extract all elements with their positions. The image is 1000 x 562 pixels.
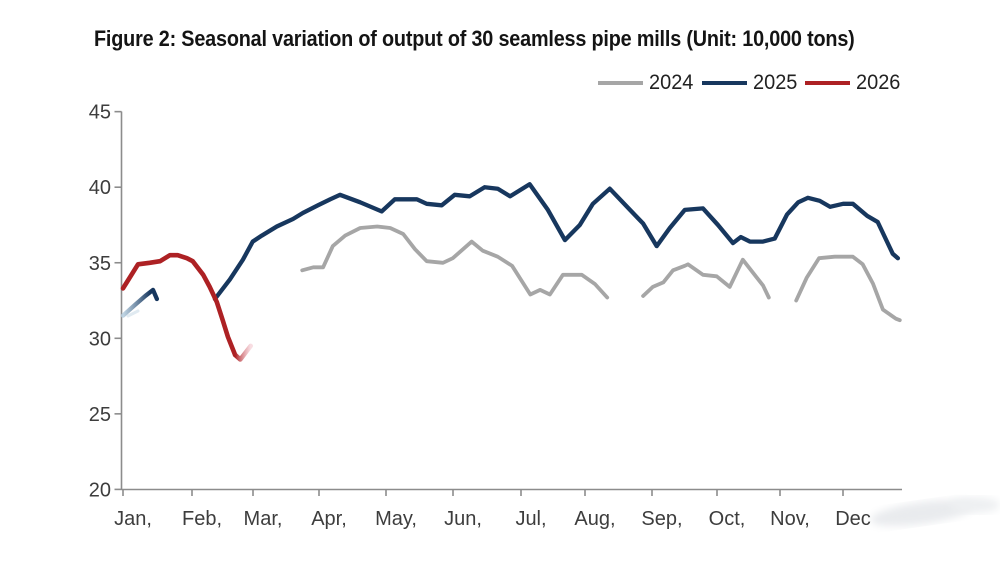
series-line-2026-fade-tail bbox=[232, 343, 253, 362]
x-tick-label-jun: Jun, bbox=[444, 508, 482, 530]
series-line-2025-seg1 bbox=[120, 287, 160, 318]
watermark-smudge bbox=[870, 499, 974, 527]
y-tick-label-30: 30 bbox=[89, 328, 111, 350]
legend: 2024 2025 2026 bbox=[598, 71, 909, 95]
y-tick-label-25: 25 bbox=[89, 404, 111, 426]
legend-label-2024: 2024 bbox=[649, 71, 694, 94]
figure-title: Figure 2: Seasonal variation of output o… bbox=[94, 26, 855, 51]
x-tick-label-nov: Nov, bbox=[770, 508, 810, 530]
legend-item-2024: 2024 bbox=[598, 71, 696, 95]
watermark-fleck bbox=[126, 309, 140, 318]
x-tick-label-apr: Apr, bbox=[311, 508, 347, 530]
x-tick-label-feb: Feb, bbox=[182, 508, 222, 530]
x-tick-label-may: May, bbox=[375, 508, 417, 530]
x-tick-label-dec: Dec bbox=[835, 508, 871, 530]
x-tick-label-oct: Oct, bbox=[709, 508, 746, 530]
series-line-2024-seg1 bbox=[300, 224, 610, 300]
series-line-2026 bbox=[120, 252, 238, 358]
x-tick-label-mar: Mar, bbox=[244, 508, 283, 530]
x-tick-label-sep: Sep, bbox=[641, 508, 682, 530]
legend-swatch-2024 bbox=[598, 81, 643, 85]
legend-label-2026: 2026 bbox=[856, 71, 901, 94]
legend-swatch-2025 bbox=[701, 81, 747, 85]
x-tick-label-jul: Jul, bbox=[515, 508, 546, 530]
y-tick-label-35: 35 bbox=[89, 253, 111, 275]
legend-item-2025: 2025 bbox=[701, 71, 800, 95]
legend-item-2026: 2026 bbox=[805, 71, 903, 95]
x-tick-label-aug: Aug, bbox=[574, 508, 615, 530]
legend-swatch-2026 bbox=[805, 81, 851, 85]
series-line-2025-seg2 bbox=[212, 182, 901, 302]
y-tick-label-20: 20 bbox=[89, 479, 111, 501]
series-line-2024-seg3 bbox=[794, 254, 902, 323]
legend-label-2025: 2025 bbox=[752, 71, 798, 94]
y-tick-label-45: 45 bbox=[89, 102, 111, 124]
y-tick-label-40: 40 bbox=[89, 177, 111, 199]
watermark-smudge bbox=[950, 497, 1000, 513]
x-tick-label-jan: Jan, bbox=[114, 508, 152, 530]
series-line-2024-seg2 bbox=[641, 257, 771, 300]
